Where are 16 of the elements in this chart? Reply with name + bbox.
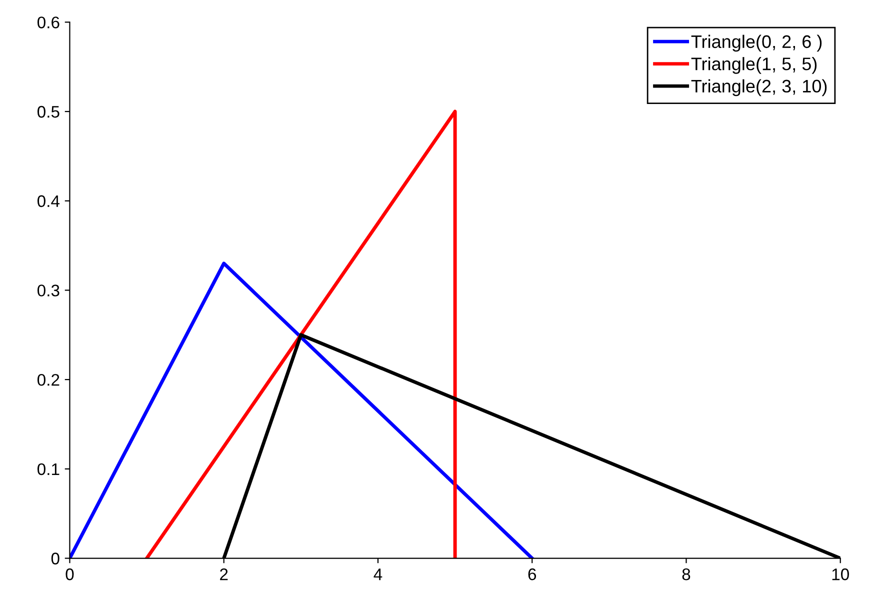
legend-label: Triangle(2, 3, 10) <box>691 79 827 96</box>
x-tick-label: 4 <box>374 568 382 580</box>
legend-label: Triangle(0, 2, 6 ) <box>691 34 822 52</box>
y-tick-label: 0.2 <box>37 374 60 386</box>
y-tick-label: 0.5 <box>37 106 60 118</box>
y-tick-label: 0.6 <box>37 16 60 28</box>
y-tick-label: 0.3 <box>37 284 60 296</box>
legend-label: Triangle(1, 5, 5) <box>691 57 817 74</box>
y-tick-label: 0 <box>51 552 60 564</box>
x-tick-label: 0 <box>66 568 74 580</box>
x-tick-label: 10 <box>832 568 849 580</box>
x-tick-label: 8 <box>682 568 690 580</box>
x-tick-label: 6 <box>528 568 536 580</box>
y-tick-label: 0.4 <box>37 195 60 208</box>
y-tick-label: 0.1 <box>37 463 60 476</box>
x-tick-label: 2 <box>220 568 228 580</box>
